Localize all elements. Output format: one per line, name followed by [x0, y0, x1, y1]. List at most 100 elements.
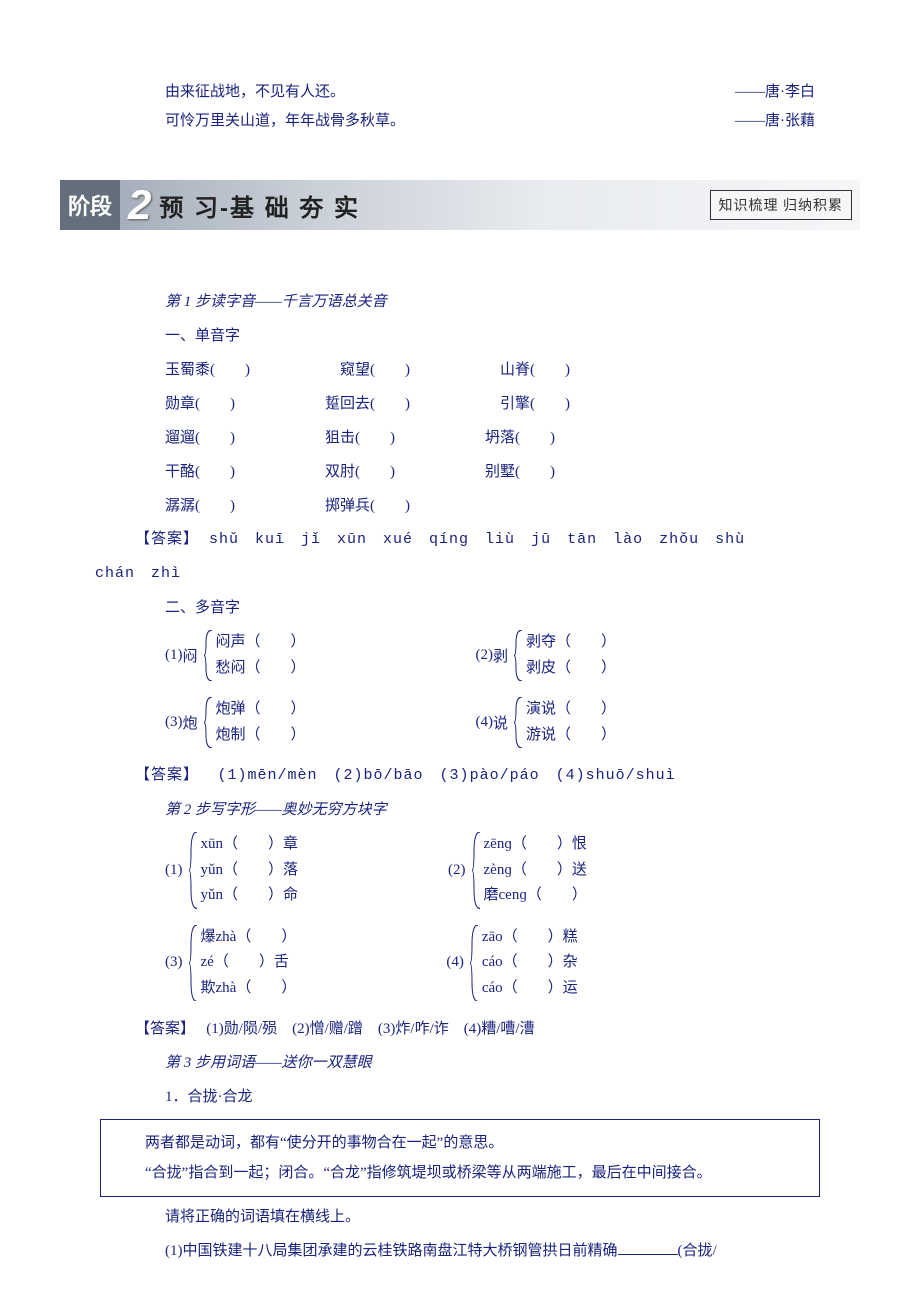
form-line: 欺zhà（ ）	[201, 976, 297, 1002]
poly-num: (3)	[165, 714, 183, 731]
char-row: 遛遛( ) 狙击( ) 坍落( )	[60, 426, 860, 450]
stage-title: 预 习-基 础 夯 实	[159, 188, 360, 223]
poly-item: (2)剥 剥夺（ ） 剥皮（ ）	[476, 630, 617, 681]
poly-head: 闷	[183, 645, 198, 666]
answer-label: 【答案】	[135, 531, 199, 548]
char-cell: 踅回去( )	[325, 392, 410, 416]
answer-row: 【答案】 (1)mēn/mèn (2)bō/bāo (3)pào/páo (4)…	[60, 764, 860, 788]
char-cell: 掷弹兵( )	[325, 494, 410, 518]
answer-row-cont: chán zhì	[60, 562, 860, 586]
form-line: zāo（ ）糕	[482, 925, 578, 951]
char-cell: 狙击( )	[325, 426, 395, 450]
form-line: zènɡ（ ）送	[484, 858, 587, 884]
poly-row: (1)闷 闷声（ ） 愁闷（ ） (2)剥 剥夺（ ） 剥皮（ ）	[60, 630, 860, 691]
brace-icon	[512, 697, 526, 748]
definition-box: 两者都是动词，都有“使分开的事物合在一起”的意思。 “合拢”指合到一起；闭合。“…	[100, 1119, 820, 1197]
stage-number: 2	[128, 181, 151, 229]
document-page: 由来征战地，不见有人还。 ——唐·李白 可怜万里关山道，年年战骨多秋草。 ——唐…	[0, 0, 920, 1313]
char-row: 勋章( ) 踅回去( ) 引擎( )	[60, 392, 860, 416]
char-cell: 干酪( )	[165, 460, 235, 484]
question-text: (1)中国铁建十八局集团承建的云桂铁路南盘江特大桥钢管拱日前精确	[165, 1243, 618, 1259]
poly-option: 愁闷（ ）	[216, 656, 306, 682]
brace-icon	[468, 925, 482, 1002]
form-row: (3) 爆zhà（ ） zé（ ）舌 欺zhà（ ） (4) zāo（ ）糕	[60, 925, 860, 1012]
form-line: cáo（ ）杂	[482, 950, 578, 976]
form-line: zé（ ）舌	[201, 950, 297, 976]
answer-text: (1)mēn/mèn (2)bō/bāo (3)pào/páo (4)shuō/…	[218, 767, 676, 784]
brace-icon	[202, 697, 216, 748]
answer-label: 【答案】	[135, 767, 192, 784]
quote-text: 由来征战地，不见有人还。	[165, 80, 345, 101]
char-row: 干酪( ) 双肘( ) 别墅( )	[60, 460, 860, 484]
answer-row: 【答案】 (1)勋/陨/殒 (2)憎/赠/蹭 (3)炸/咋/诈 (4)糟/嘈/漕	[60, 1017, 860, 1041]
quote-row-1: 由来征战地，不见有人还。 ——唐·李白	[60, 80, 860, 101]
form-item: (2) zēnɡ（ ）恨 zènɡ（ ）送 磨cenɡ（ ）	[448, 832, 587, 909]
form-row: (1) xūn（ ）章 yǔn（ ）落 yǔn（ ）命 (2) zēnɡ（ ）恨	[60, 832, 860, 919]
char-cell: 潺潺( )	[165, 494, 235, 518]
char-cell: 双肘( )	[325, 460, 395, 484]
quote-author: ——唐·张藉	[735, 109, 815, 130]
quote-author: ——唐·李白	[735, 80, 815, 101]
poly-num: (4)	[476, 714, 494, 731]
poly-head: 说	[493, 712, 508, 733]
section-header: 阶段 2 预 习-基 础 夯 实 知识梳理 归纳积累	[60, 180, 860, 230]
brace-icon	[470, 832, 484, 909]
form-line: 磨cenɡ（ ）	[484, 883, 587, 909]
brace-icon	[187, 832, 201, 909]
step1-sub2: 二、多音字	[60, 596, 860, 620]
poly-option: 炮弹（ ）	[216, 697, 306, 723]
char-cell: 坍落( )	[485, 426, 555, 450]
step1-heading: 第 1 步读字音——千言万语总关音	[60, 290, 860, 314]
form-line: zēnɡ（ ）恨	[484, 832, 587, 858]
form-num: (1)	[165, 832, 183, 909]
step3-heading: 第 3 步用词语——送你一双慧眼	[60, 1051, 860, 1075]
char-row: 潺潺( ) 掷弹兵( )	[60, 494, 860, 518]
poly-num: (2)	[476, 647, 494, 664]
form-line: cáo（ ）运	[482, 976, 578, 1002]
char-cell: 勋章( )	[165, 392, 235, 416]
form-line: yǔn（ ）落	[201, 858, 299, 884]
form-item: (3) 爆zhà（ ） zé（ ）舌 欺zhà（ ）	[165, 925, 296, 1002]
char-cell: 引擎( )	[500, 392, 570, 416]
step3-item: 1．合拢·合龙	[60, 1085, 860, 1109]
poly-row: (3)炮 炮弹（ ） 炮制（ ） (4)说 演说（ ） 游说（ ）	[60, 697, 860, 758]
brace-icon	[202, 630, 216, 681]
poly-option: 剥皮（ ）	[526, 656, 616, 682]
step3-prompt: 请将正确的词语填在横线上。	[60, 1205, 860, 1229]
quote-row-2: 可怜万里关山道，年年战骨多秋草。 ——唐·张藉	[60, 109, 860, 130]
form-line: 爆zhà（ ）	[201, 925, 297, 951]
form-item: (1) xūn（ ）章 yǔn（ ）落 yǔn（ ）命	[165, 832, 298, 909]
stage-right-badge: 知识梳理 归纳积累	[710, 190, 853, 220]
content-body: 第 1 步读字音——千言万语总关音 一、单音字 玉蜀黍( ) 窥望( ) 山脊(…	[60, 230, 860, 1263]
stage-label: 阶段	[60, 180, 120, 230]
question-line: (1)中国铁建十八局集团承建的云桂铁路南盘江特大桥钢管拱日前精确 (合拢/	[60, 1239, 860, 1263]
poly-item: (3)炮 炮弹（ ） 炮制（ ）	[165, 697, 306, 748]
poly-option: 闷声（ ）	[216, 630, 306, 656]
char-cell: 遛遛( )	[165, 426, 235, 450]
answer-label: 【答案】	[135, 1021, 188, 1037]
box-line: 两者都是动词，都有“使分开的事物合在一起”的意思。	[173, 1128, 807, 1158]
form-line: xūn（ ）章	[201, 832, 299, 858]
poly-head: 炮	[183, 712, 198, 733]
char-cell: 别墅( )	[485, 460, 555, 484]
question-text: (合拢/	[678, 1243, 717, 1259]
brace-icon	[187, 925, 201, 1002]
form-num: (3)	[165, 925, 183, 1002]
poly-item: (4)说 演说（ ） 游说（ ）	[476, 697, 617, 748]
fill-blank[interactable]	[618, 1239, 678, 1255]
char-cell: 玉蜀黍( )	[165, 358, 250, 382]
poly-option: 剥夺（ ）	[526, 630, 616, 656]
char-cell: 窥望( )	[340, 358, 410, 382]
brace-icon	[512, 630, 526, 681]
char-cell: 山脊( )	[500, 358, 570, 382]
answer-text: shǔ kuī jǐ xūn xué qínɡ liù jū tān lào z…	[209, 531, 745, 548]
step1-sub1: 一、单音字	[60, 324, 860, 348]
form-num: (2)	[448, 832, 466, 909]
poly-item: (1)闷 闷声（ ） 愁闷（ ）	[165, 630, 306, 681]
char-row: 玉蜀黍( ) 窥望( ) 山脊( )	[60, 358, 860, 382]
form-item: (4) zāo（ ）糕 cáo（ ）杂 cáo（ ）运	[446, 925, 577, 1002]
form-num: (4)	[446, 925, 464, 1002]
poly-num: (1)	[165, 647, 183, 664]
step2-heading: 第 2 步写字形——奥妙无穷方块字	[60, 798, 860, 822]
box-line: “合拢”指合到一起；闭合。“合龙”指修筑堤坝或桥梁等从两端施工，最后在中间接合。	[173, 1158, 807, 1188]
